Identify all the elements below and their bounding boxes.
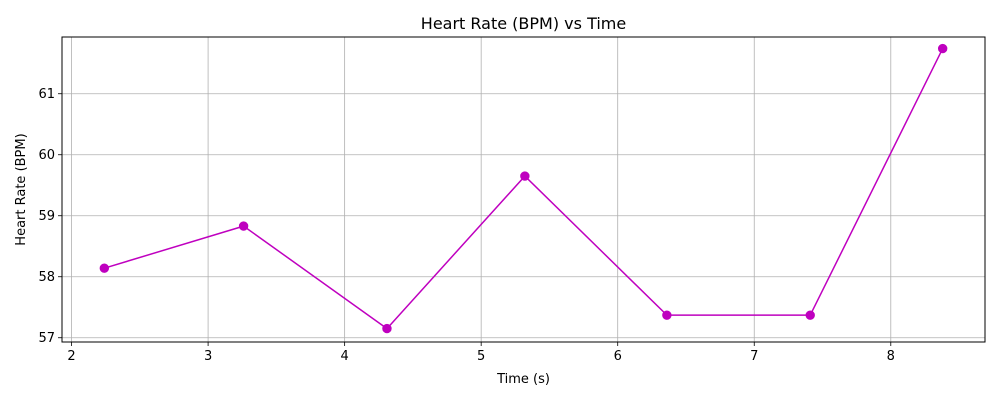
y-axis-label: Heart Rate (BPM) <box>14 133 29 245</box>
y-tick-label: 59 <box>38 209 55 224</box>
x-tick-label: 6 <box>614 349 622 364</box>
y-tick-label: 57 <box>38 331 55 346</box>
data-point <box>238 221 249 231</box>
x-tick-label: 8 <box>887 349 895 364</box>
series-layer <box>99 43 948 334</box>
data-point <box>520 171 530 181</box>
x-tick-label: 2 <box>67 349 75 364</box>
data-point <box>805 310 815 320</box>
chart-title: Heart Rate (BPM) vs Time <box>421 14 626 33</box>
plot-frame <box>61 36 986 343</box>
data-point <box>99 263 110 273</box>
y-tick-label: 61 <box>38 87 55 102</box>
x-axis-label: Time (s) <box>496 372 550 387</box>
grid <box>62 37 985 342</box>
x-tick-label: 5 <box>477 349 485 364</box>
data-point <box>937 43 948 54</box>
data-point <box>662 310 672 320</box>
series-line <box>104 48 944 330</box>
x-tick-label: 3 <box>204 349 212 364</box>
y-tick-label: 60 <box>38 148 55 163</box>
y-tick-label: 58 <box>38 270 55 285</box>
x-tick-label: 7 <box>750 349 758 364</box>
data-point <box>382 323 392 334</box>
x-tick-label: 4 <box>340 349 348 364</box>
tick-layer: 2 3 4 5 6 7 8 57 58 59 60 61 <box>38 87 894 364</box>
